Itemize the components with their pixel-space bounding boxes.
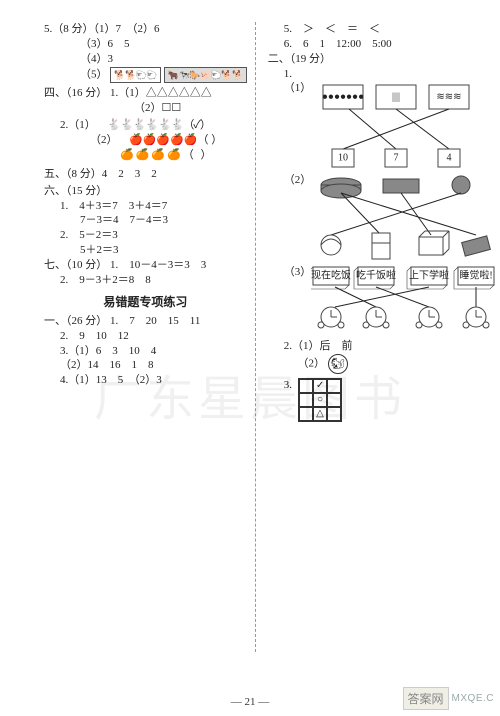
- page-root: 广东星晨图书 5.（8 分）（1）7 （2）6 （3）6 5 （4）3 （5） …: [0, 0, 500, 716]
- text-line: 一、（26 分） 1. 7 20 15 11: [44, 314, 247, 329]
- text-line: （2）: [268, 173, 487, 263]
- text-line: （3） 现在吃饭吃千饭啦上下学啦睡觉啦!: [268, 265, 487, 335]
- text-line: 七、（10 分） 1. 10－4－3＝3 3: [44, 258, 247, 273]
- svg-text:上下学啦: 上下学啦: [409, 269, 449, 282]
- animal-row-icon: 🐇🐇🐇🐇🐇🐇（✓）: [107, 119, 210, 131]
- brand-badge: 答案网: [403, 687, 449, 710]
- text-line: （3）6 5: [44, 37, 247, 52]
- svg-text:吃千饭啦: 吃千饭啦: [356, 269, 396, 282]
- text-line: （2）14 16 1 8: [44, 358, 247, 373]
- text-part: （3）: [284, 265, 312, 280]
- text-line: 5.（8 分）（1）7 （2）6: [44, 22, 247, 37]
- animal-row-icon: 🍊🍊🍊🍊（ ）: [120, 149, 214, 161]
- text-line: 2. 9－3＋2＝8 8: [44, 273, 247, 288]
- text-line: 3. ✓○△: [268, 378, 487, 422]
- column-divider: [255, 22, 256, 652]
- right-column: 5. ＞ ＜ ＝ ＜ 6. 6 1 12:00 5:00 二、（19 分） 1.…: [258, 22, 487, 650]
- footer-brand: 答案网 MXQE.C: [403, 687, 494, 710]
- text-line: 六、（15 分）: [44, 184, 247, 199]
- svg-text:现在吃饭: 现在吃饭: [311, 269, 351, 282]
- text-line: （2） 🐿: [268, 354, 487, 374]
- svg-text:4: 4: [447, 153, 452, 164]
- text-line: 1. 4＋3＝7 3＋4＝7: [44, 199, 247, 214]
- text-line: 2. 5－2＝3: [44, 228, 247, 243]
- left-column: 5.（8 分）（1）7 （2）6 （3）6 5 （4）3 （5） 🐕🐕🐑🐑 🐂🐄…: [44, 22, 253, 650]
- text-line: （1） ●●●●●●● |||| ≋≋≋ 10 7 4: [268, 81, 487, 171]
- svg-text:●●●●●●●: ●●●●●●●: [322, 92, 364, 103]
- svg-text:7: 7: [394, 153, 399, 164]
- animal-row-icon: 🍎🍎🍎🍎🍎（ ）: [129, 134, 222, 146]
- text-line: 🍊🍊🍊🍊（ ）: [44, 148, 247, 163]
- text-line: 2.（1）后 前: [268, 339, 487, 354]
- text-part: （2）: [284, 358, 325, 370]
- text-line: 3.（1）6 3 10 4: [44, 344, 247, 359]
- text-part: （2）: [284, 173, 312, 188]
- text-line: （5） 🐕🐕🐑🐑 🐂🐄🐎🐖🐑🐕🐕: [44, 67, 247, 83]
- text-line: （2） 🍎🍎🍎🍎🍎（ ）: [44, 133, 247, 148]
- text-line: 6. 6 1 12:00 5:00: [268, 37, 487, 52]
- text-line: 2. 9 10 12: [44, 329, 247, 344]
- matching-diagram-1: ●●●●●●● |||| ≋≋≋ 10 7 4: [311, 81, 486, 171]
- text-line: 2.（1） 🐇🐇🐇🐇🐇🐇（✓）: [44, 118, 247, 133]
- text-part: 3.: [284, 378, 292, 393]
- svg-text:10: 10: [338, 153, 348, 164]
- columns: 5.（8 分）（1）7 （2）6 （3）6 5 （4）3 （5） 🐕🐕🐑🐑 🐂🐄…: [0, 0, 500, 656]
- text-line: 4.（1）13 5 （2）3: [44, 373, 247, 388]
- svg-text:||||: ||||: [392, 92, 400, 103]
- tic-tac-grid: ✓○△: [298, 378, 342, 422]
- text-part: 2.（1）: [60, 119, 96, 131]
- text-line: 5＋2＝3: [44, 243, 247, 258]
- matching-diagram-3: 现在吃饭吃千饭啦上下学啦睡觉啦!: [311, 265, 500, 335]
- text-line: 四、（16 分） 1.（1）△△△△△△: [44, 86, 247, 101]
- animal-box-icon: 🐂🐄🐎🐖🐑🐕🐕: [164, 67, 247, 83]
- svg-text:睡觉啦!: 睡觉啦!: [460, 269, 493, 282]
- text-line: 1.: [268, 67, 487, 82]
- text-part: （1）: [284, 81, 312, 96]
- section-title: 易错题专项练习: [44, 294, 247, 310]
- text-line: 5. ＞ ＜ ＝ ＜: [268, 22, 487, 37]
- squirrel-icon: 🐿: [328, 354, 348, 374]
- text-line: 7－3＝4 7－4＝3: [44, 213, 247, 228]
- brand-url: MXQE.C: [452, 693, 494, 704]
- text-line: （2）☐☐: [44, 101, 247, 116]
- text-line: （4）3: [44, 52, 247, 67]
- text-line: 五、（8 分）4 2 3 2: [44, 167, 247, 182]
- text-line: 二、（19 分）: [268, 52, 487, 67]
- matching-diagram-2: [311, 173, 496, 263]
- animal-box-icon: 🐕🐕🐑🐑: [110, 67, 161, 83]
- svg-text:≋≋≋: ≋≋≋: [437, 92, 462, 103]
- text-part: （5）: [80, 68, 108, 80]
- text-part: （2）: [90, 134, 118, 146]
